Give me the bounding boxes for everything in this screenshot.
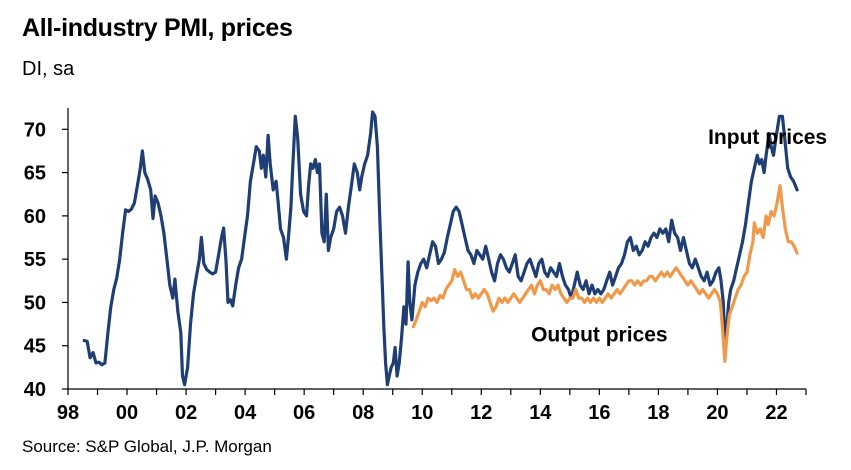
chart-subtitle: DI, sa [22,58,75,80]
y-tick-label-55: 55 [24,249,46,271]
y-tick-label-50: 50 [24,292,46,314]
source-note: Source: S&P Global, J.P. Morgan [22,437,272,456]
x-tick-label-04: 04 [234,402,257,424]
y-tick-label-40: 40 [24,379,46,401]
series-label-output-prices: Output prices [531,323,668,346]
x-tick-label-08: 08 [352,402,374,424]
x-tick-label-14: 14 [529,402,552,424]
y-tick-label-65: 65 [24,163,46,185]
chart-title: All-industry PMI, prices [22,14,293,42]
series-label-input-prices: Input prices [708,126,827,149]
x-tick-label-00: 00 [116,402,138,424]
x-tick-label-16: 16 [588,402,610,424]
x-tick-label-02: 02 [175,402,197,424]
series-line-output-prices [411,184,799,363]
x-tick-label-10: 10 [411,402,433,424]
x-tick-label-20: 20 [706,402,728,424]
y-tick-label-60: 60 [24,206,46,228]
x-tick-label-06: 06 [293,402,315,424]
x-tick-label-22: 22 [765,402,787,424]
y-tick-label-70: 70 [24,119,46,141]
x-tick-label-12: 12 [470,402,492,424]
series-line-input-prices [82,110,799,387]
x-tick-label-18: 18 [647,402,669,424]
x-tick-label-98: 98 [57,402,79,424]
y-tick-label-45: 45 [24,336,46,358]
